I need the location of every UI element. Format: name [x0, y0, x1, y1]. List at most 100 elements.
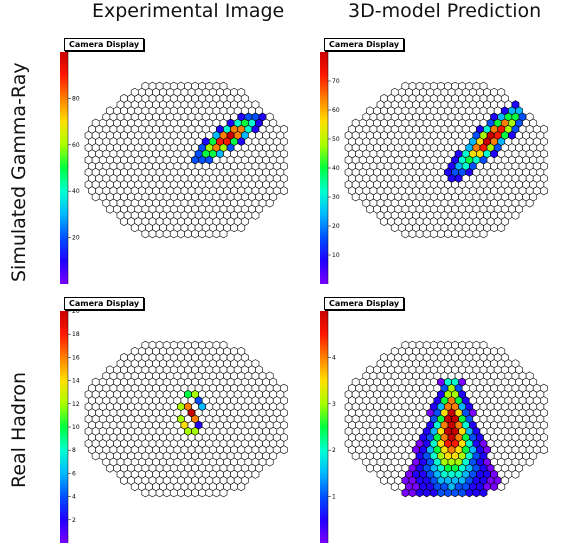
camera-pixel	[120, 476, 128, 485]
camera-pixel	[205, 229, 214, 239]
camera-heatmap: 20 40 60 80	[60, 52, 288, 284]
camera-pixel	[366, 204, 374, 214]
colorbar-tick-label: 20	[72, 235, 80, 242]
row-label-gamma: Simulated Gamma-Ray	[8, 62, 30, 282]
camera-pixel	[458, 229, 467, 239]
camera-pixel	[177, 229, 185, 239]
camera-pixel	[408, 229, 417, 239]
camera-pixel	[390, 223, 399, 233]
camera-pixel	[390, 482, 399, 492]
camera-pixel-hit	[490, 482, 499, 492]
colorbar-tick-label: 40	[332, 165, 340, 172]
colorbar-tick-label: 20	[332, 223, 340, 230]
camera-pixel	[525, 198, 534, 208]
camera-pixel	[169, 229, 178, 239]
camera-pixel	[237, 223, 246, 233]
column-title-prediction: 3D-model Prediction	[348, 0, 542, 22]
camera-heatmap: 10 20 30 40 50 60 70	[320, 52, 548, 284]
camera-pixel	[141, 488, 150, 498]
camera-pixel	[141, 229, 150, 239]
camera-pixel	[106, 204, 114, 214]
colorbar-tick-label: 30	[332, 194, 340, 201]
camera-pixel	[497, 223, 506, 233]
colorbar	[320, 311, 328, 543]
camera-pixel-hit	[451, 488, 459, 498]
camera-pixel	[525, 457, 534, 467]
camera-pixel	[162, 488, 171, 498]
camera-pixel	[251, 210, 260, 220]
camera-pixel	[155, 488, 164, 498]
camera-pixel	[429, 229, 438, 239]
colorbar-tick-label: 4	[72, 494, 76, 501]
camera-pixel	[251, 469, 260, 479]
camera-heatmap: 2 4 6 8 10 12 14 16 18 20	[60, 308, 288, 543]
camera-pixel	[148, 488, 157, 498]
panel-title: Camera Display	[324, 297, 405, 310]
camera-heatmap: 1 2 3 4	[320, 311, 548, 543]
colorbar-tick-label: 16	[72, 354, 80, 361]
camera-pixel	[184, 229, 192, 239]
camera-pixel-hit	[437, 488, 445, 498]
colorbar-tick-label: 3	[332, 401, 336, 408]
camera-pixel	[540, 445, 548, 455]
panel-title: Camera Display	[64, 38, 145, 51]
camera-pixel	[91, 451, 100, 461]
camera-pixel	[472, 229, 481, 239]
camera-pixels	[344, 81, 548, 239]
camera-pixel	[230, 223, 239, 233]
camera-pixel-hit	[429, 488, 438, 498]
camera-pixel	[130, 223, 139, 233]
camera-pixel	[540, 186, 548, 196]
camera-display-gamma-prediction: 10 20 30 40 50 60 70 Camera Display	[318, 38, 563, 284]
camera-pixels	[344, 340, 548, 498]
camera-pixel-hit	[401, 488, 410, 498]
camera-pixel	[219, 229, 228, 239]
camera-pixel	[490, 223, 499, 233]
colorbar	[60, 52, 68, 284]
camera-pixel-hit	[422, 488, 431, 498]
camera-pixel	[106, 463, 114, 473]
colorbar-tick-label: 18	[72, 331, 80, 338]
camera-pixel	[415, 229, 424, 239]
camera-pixel	[497, 482, 506, 492]
camera-pixel	[380, 476, 388, 485]
camera-pixel	[451, 229, 459, 239]
colorbar	[60, 311, 68, 543]
colorbar-tick-label: 60	[72, 142, 80, 149]
camera-pixel	[169, 488, 178, 498]
row-label-hadron: Real Hadron	[8, 371, 30, 488]
camera-pixel	[351, 192, 360, 202]
camera-pixel	[465, 229, 474, 239]
camera-pixel	[91, 192, 100, 202]
colorbar-tick-label: 50	[332, 136, 340, 143]
camera-display-gamma-experimental: 20 40 60 80 Camera Display	[58, 38, 303, 284]
camera-pixel	[205, 488, 214, 498]
panel-title: Camera Display	[324, 38, 405, 51]
colorbar-tick-label: 40	[72, 188, 80, 195]
colorbar	[320, 52, 328, 284]
colorbar-tick-label: 6	[72, 470, 76, 477]
camera-pixel	[401, 229, 410, 239]
camera-pixel	[177, 488, 185, 498]
camera-pixel	[155, 229, 164, 239]
camera-pixel-hit	[472, 488, 481, 498]
camera-pixel	[265, 457, 274, 467]
camera-pixel	[184, 488, 192, 498]
camera-pixel	[130, 482, 139, 492]
camera-pixel-hit	[444, 488, 452, 498]
colorbar-tick-label: 14	[72, 378, 80, 385]
camera-display-hadron-experimental: 2 4 6 8 10 12 14 16 18 20 Camera Display	[58, 297, 303, 543]
camera-pixel-hit	[465, 488, 474, 498]
panel-title: Camera Display	[64, 297, 145, 310]
colorbar-tick-label: 4	[332, 354, 336, 361]
camera-pixel	[212, 229, 221, 239]
camera-pixel	[422, 229, 431, 239]
camera-pixel	[191, 229, 199, 239]
column-title-experimental: Experimental Image	[92, 0, 285, 22]
camera-pixel	[198, 488, 207, 498]
camera-pixel-hit	[479, 488, 488, 498]
camera-pixel	[280, 445, 288, 455]
camera-pixel	[380, 217, 388, 226]
camera-pixel	[237, 482, 246, 492]
camera-pixel	[280, 186, 288, 196]
